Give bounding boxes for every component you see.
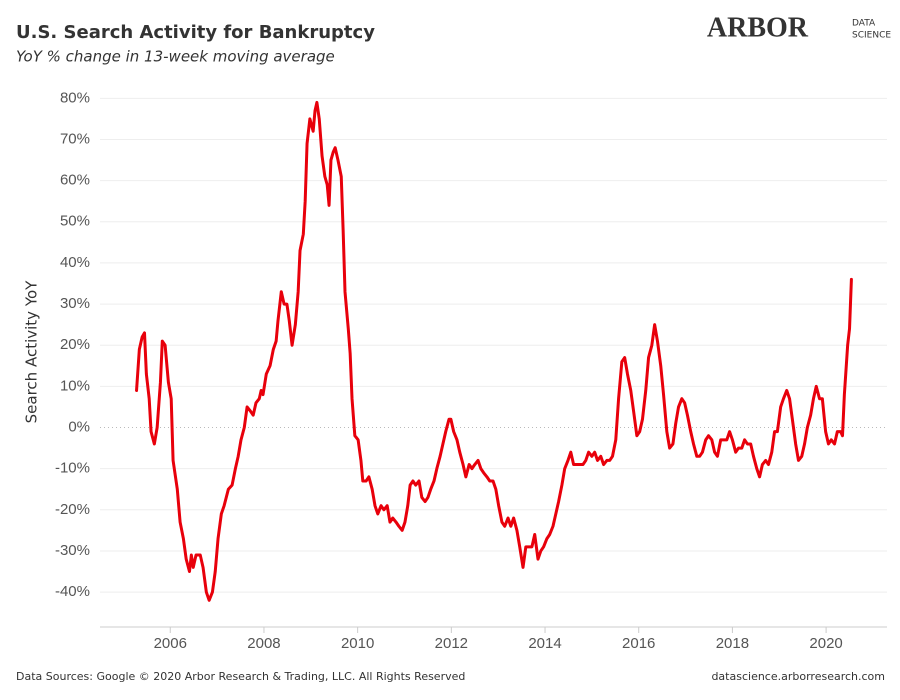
y-tick-label: -20% xyxy=(55,501,90,518)
chart-title: U.S. Search Activity for Bankruptcy xyxy=(16,22,375,43)
x-tick-label: 2010 xyxy=(341,635,374,652)
footer-url: datascience.arborresearch.com xyxy=(711,670,885,683)
y-tick-label: 70% xyxy=(60,130,90,147)
chart-subtitle: YoY % change in 13-week moving average xyxy=(16,48,335,66)
y-tick-label: 60% xyxy=(60,172,90,189)
y-tick-label: -40% xyxy=(55,583,90,600)
footer-source: Data Sources: Google © 2020 Arbor Resear… xyxy=(16,670,465,683)
y-tick-label: 0% xyxy=(68,418,90,435)
x-tick-label: 2014 xyxy=(528,635,561,652)
y-tick-label: 10% xyxy=(60,377,90,394)
y-tick-label: 30% xyxy=(60,295,90,312)
y-tick-label: 80% xyxy=(60,89,90,106)
x-tick-label: 2008 xyxy=(247,635,280,652)
x-tick-label: 2012 xyxy=(435,635,468,652)
data-line xyxy=(135,100,853,602)
logo-bottom: SCIENCE xyxy=(852,31,891,41)
y-tick-label: 50% xyxy=(60,213,90,230)
x-tick-label: 2016 xyxy=(622,635,655,652)
y-axis-label: Search Activity YoY xyxy=(23,280,41,424)
logo-main: ARBOR xyxy=(707,12,809,43)
y-tick-label: -10% xyxy=(55,460,90,477)
y-tick-label: 40% xyxy=(60,254,90,271)
y-tick-label: -30% xyxy=(55,542,90,559)
logo-top: DATA xyxy=(852,19,876,29)
x-tick-label: 2018 xyxy=(716,635,749,652)
y-tick-label: 20% xyxy=(60,336,90,353)
x-tick-label: 2006 xyxy=(154,635,187,652)
x-tick-label: 2020 xyxy=(809,635,842,652)
